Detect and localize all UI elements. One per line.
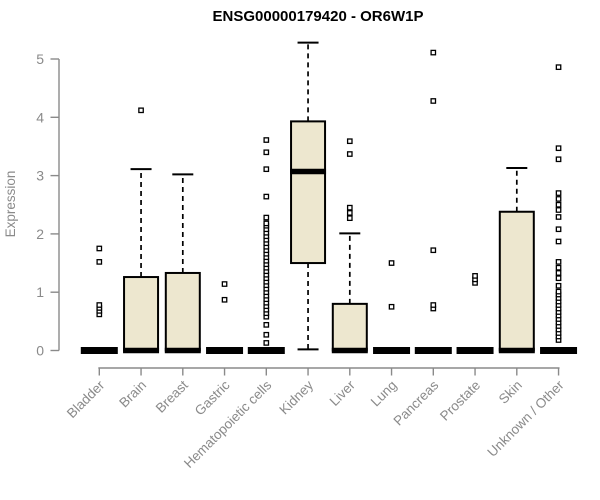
iqr-box xyxy=(164,271,201,352)
boxplot-group xyxy=(123,107,160,354)
outlier-point xyxy=(263,166,270,173)
outlier-point xyxy=(346,215,353,222)
outlier-point xyxy=(472,273,478,279)
x-tick-label: Kidney xyxy=(276,377,316,417)
x-tick-label: Unknown / Other xyxy=(484,377,567,460)
x-tick-label: Breast xyxy=(153,377,191,415)
flat-box xyxy=(373,347,411,354)
iqr-box xyxy=(498,210,535,352)
y-tick-label: 0 xyxy=(36,343,44,359)
outlier-point xyxy=(263,137,270,143)
x-tick-label: Bladder xyxy=(64,377,108,421)
outlier-point xyxy=(96,245,103,252)
outlier-point xyxy=(388,260,395,266)
outlier-point xyxy=(221,296,228,303)
outlier-point xyxy=(555,190,562,196)
boxplot-group xyxy=(206,281,244,354)
outlier-point xyxy=(346,138,353,145)
outlier-point xyxy=(555,207,562,213)
y-tick-label: 4 xyxy=(36,109,44,125)
outlier-point xyxy=(555,264,562,271)
boxplot-group xyxy=(164,173,201,354)
boxplot-group xyxy=(498,167,535,354)
outlier-point xyxy=(96,302,103,308)
x-tick-label: Gastric xyxy=(192,377,233,418)
x-tick-label: Pancreas xyxy=(390,377,441,428)
boxplot-group xyxy=(456,273,494,354)
flat-box xyxy=(206,347,244,354)
boxplot-group xyxy=(331,138,368,354)
outlier-point xyxy=(263,214,270,221)
outlier-point xyxy=(430,98,437,104)
outlier-point xyxy=(96,259,103,265)
outlier-point xyxy=(263,220,270,227)
boxplot-group xyxy=(247,137,285,354)
y-axis-label: Expression xyxy=(3,171,18,238)
outlier-point xyxy=(263,321,270,328)
flat-box xyxy=(414,347,452,354)
outlier-point xyxy=(263,149,270,156)
boxplot-group xyxy=(414,49,452,354)
outlier-point xyxy=(555,288,562,295)
flat-box xyxy=(247,347,285,354)
outlier-point xyxy=(555,282,562,289)
flat-box xyxy=(540,347,578,354)
outlier-point xyxy=(346,210,353,216)
flat-box xyxy=(456,347,494,354)
outlier-point xyxy=(555,259,562,265)
y-tick-label: 3 xyxy=(36,168,44,184)
outlier-point xyxy=(555,145,562,152)
outlier-point xyxy=(555,270,562,276)
outlier-point xyxy=(346,151,353,157)
y-tick-label: 2 xyxy=(36,226,44,242)
boxplot-group xyxy=(290,41,327,351)
iqr-box xyxy=(290,120,327,265)
outlier-point xyxy=(263,331,270,338)
outlier-point xyxy=(555,64,562,71)
y-tick-label: 5 xyxy=(36,51,44,67)
outlier-point xyxy=(555,196,562,202)
y-axis: 0 1 2 3 4 5 xyxy=(36,51,60,359)
outlier-point xyxy=(221,281,228,287)
outlier-point xyxy=(555,226,562,233)
x-tick-label: Liver xyxy=(327,377,359,409)
outlier-point xyxy=(555,238,562,245)
outlier-point xyxy=(555,214,562,220)
outlier-point xyxy=(555,201,562,208)
x-tick-label: Prostate xyxy=(437,378,483,424)
outlier-point xyxy=(430,247,437,254)
x-tick-label: Lung xyxy=(368,378,400,410)
outlier-point xyxy=(263,193,270,200)
y-tick-label: 1 xyxy=(36,284,44,300)
boxplot-group xyxy=(373,260,411,354)
outlier-point xyxy=(388,303,395,310)
iqr-box xyxy=(123,276,160,352)
outlier-point xyxy=(555,156,562,163)
outlier-point xyxy=(346,204,353,211)
outlier-point xyxy=(555,275,562,282)
iqr-box xyxy=(331,302,368,352)
x-tick-label: Brain xyxy=(116,378,149,411)
flat-box xyxy=(80,347,118,354)
boxplot-group xyxy=(80,245,118,354)
outlier-point xyxy=(263,340,270,346)
boxplot-group xyxy=(540,64,578,354)
chart-title: ENSG00000179420 - OR6W1P xyxy=(213,8,424,25)
outlier-point xyxy=(430,302,437,308)
outlier-point xyxy=(138,107,144,114)
x-tick-label: Skin xyxy=(496,378,525,407)
outlier-point xyxy=(430,49,437,56)
